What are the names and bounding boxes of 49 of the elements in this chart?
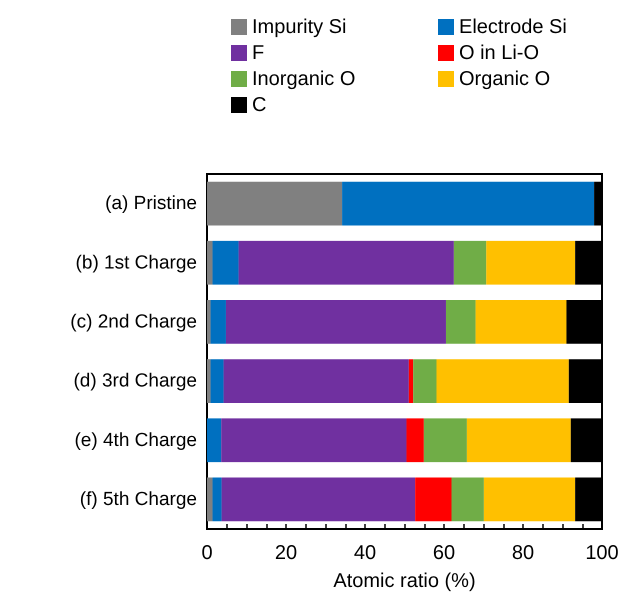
x-tick-label: 100 xyxy=(585,542,619,564)
bar xyxy=(415,478,452,522)
bar xyxy=(484,478,576,522)
bar xyxy=(408,359,414,403)
y-tick-label: (f) 5th Charge xyxy=(80,488,197,510)
bar xyxy=(466,418,571,462)
y-tick-label: (e) 4th Charge xyxy=(74,430,197,451)
bar xyxy=(224,359,409,403)
y-tick-label: (b) 1st Charge xyxy=(76,252,197,274)
legend-label: Inorganic O xyxy=(252,68,356,90)
legend-label: Organic O xyxy=(459,68,550,90)
bar xyxy=(238,240,454,285)
bar xyxy=(342,182,594,226)
bar xyxy=(406,418,424,462)
bar xyxy=(210,359,224,403)
bar xyxy=(452,478,484,522)
x-axis-title: Atomic ratio (%) xyxy=(333,570,476,592)
bar xyxy=(210,300,226,344)
bar xyxy=(207,359,211,403)
y-tick-label: (d) 3rd Charge xyxy=(73,370,197,392)
legend-label: O in Li-O xyxy=(459,42,540,64)
bar xyxy=(436,359,569,403)
bar xyxy=(222,478,416,522)
x-tick-label: 40 xyxy=(354,542,376,564)
y-tick-label: (c) 2nd Charge xyxy=(70,311,197,332)
bar xyxy=(454,240,486,285)
legend-label: F xyxy=(252,42,264,64)
bar xyxy=(207,182,342,226)
bar xyxy=(207,300,211,344)
bar xyxy=(207,418,222,462)
x-tick-label: 20 xyxy=(274,542,298,564)
bar xyxy=(212,240,239,285)
x-tick-label: 60 xyxy=(432,542,456,564)
bar xyxy=(424,418,467,462)
bar xyxy=(212,478,222,522)
legend-label: C xyxy=(252,94,266,116)
legend-label: Electrode Si xyxy=(459,16,567,38)
x-tick-label: 80 xyxy=(512,542,534,564)
bar xyxy=(486,240,576,285)
bar xyxy=(413,359,436,403)
bar xyxy=(207,240,213,285)
y-tick-label: (a) Pristine xyxy=(105,193,197,214)
x-tick-label: 0 xyxy=(201,542,213,564)
bar xyxy=(207,478,213,522)
bar xyxy=(221,418,406,462)
bar xyxy=(476,300,566,344)
bar xyxy=(226,300,446,344)
legend-label: Impurity Si xyxy=(252,16,346,38)
bar xyxy=(446,300,476,344)
